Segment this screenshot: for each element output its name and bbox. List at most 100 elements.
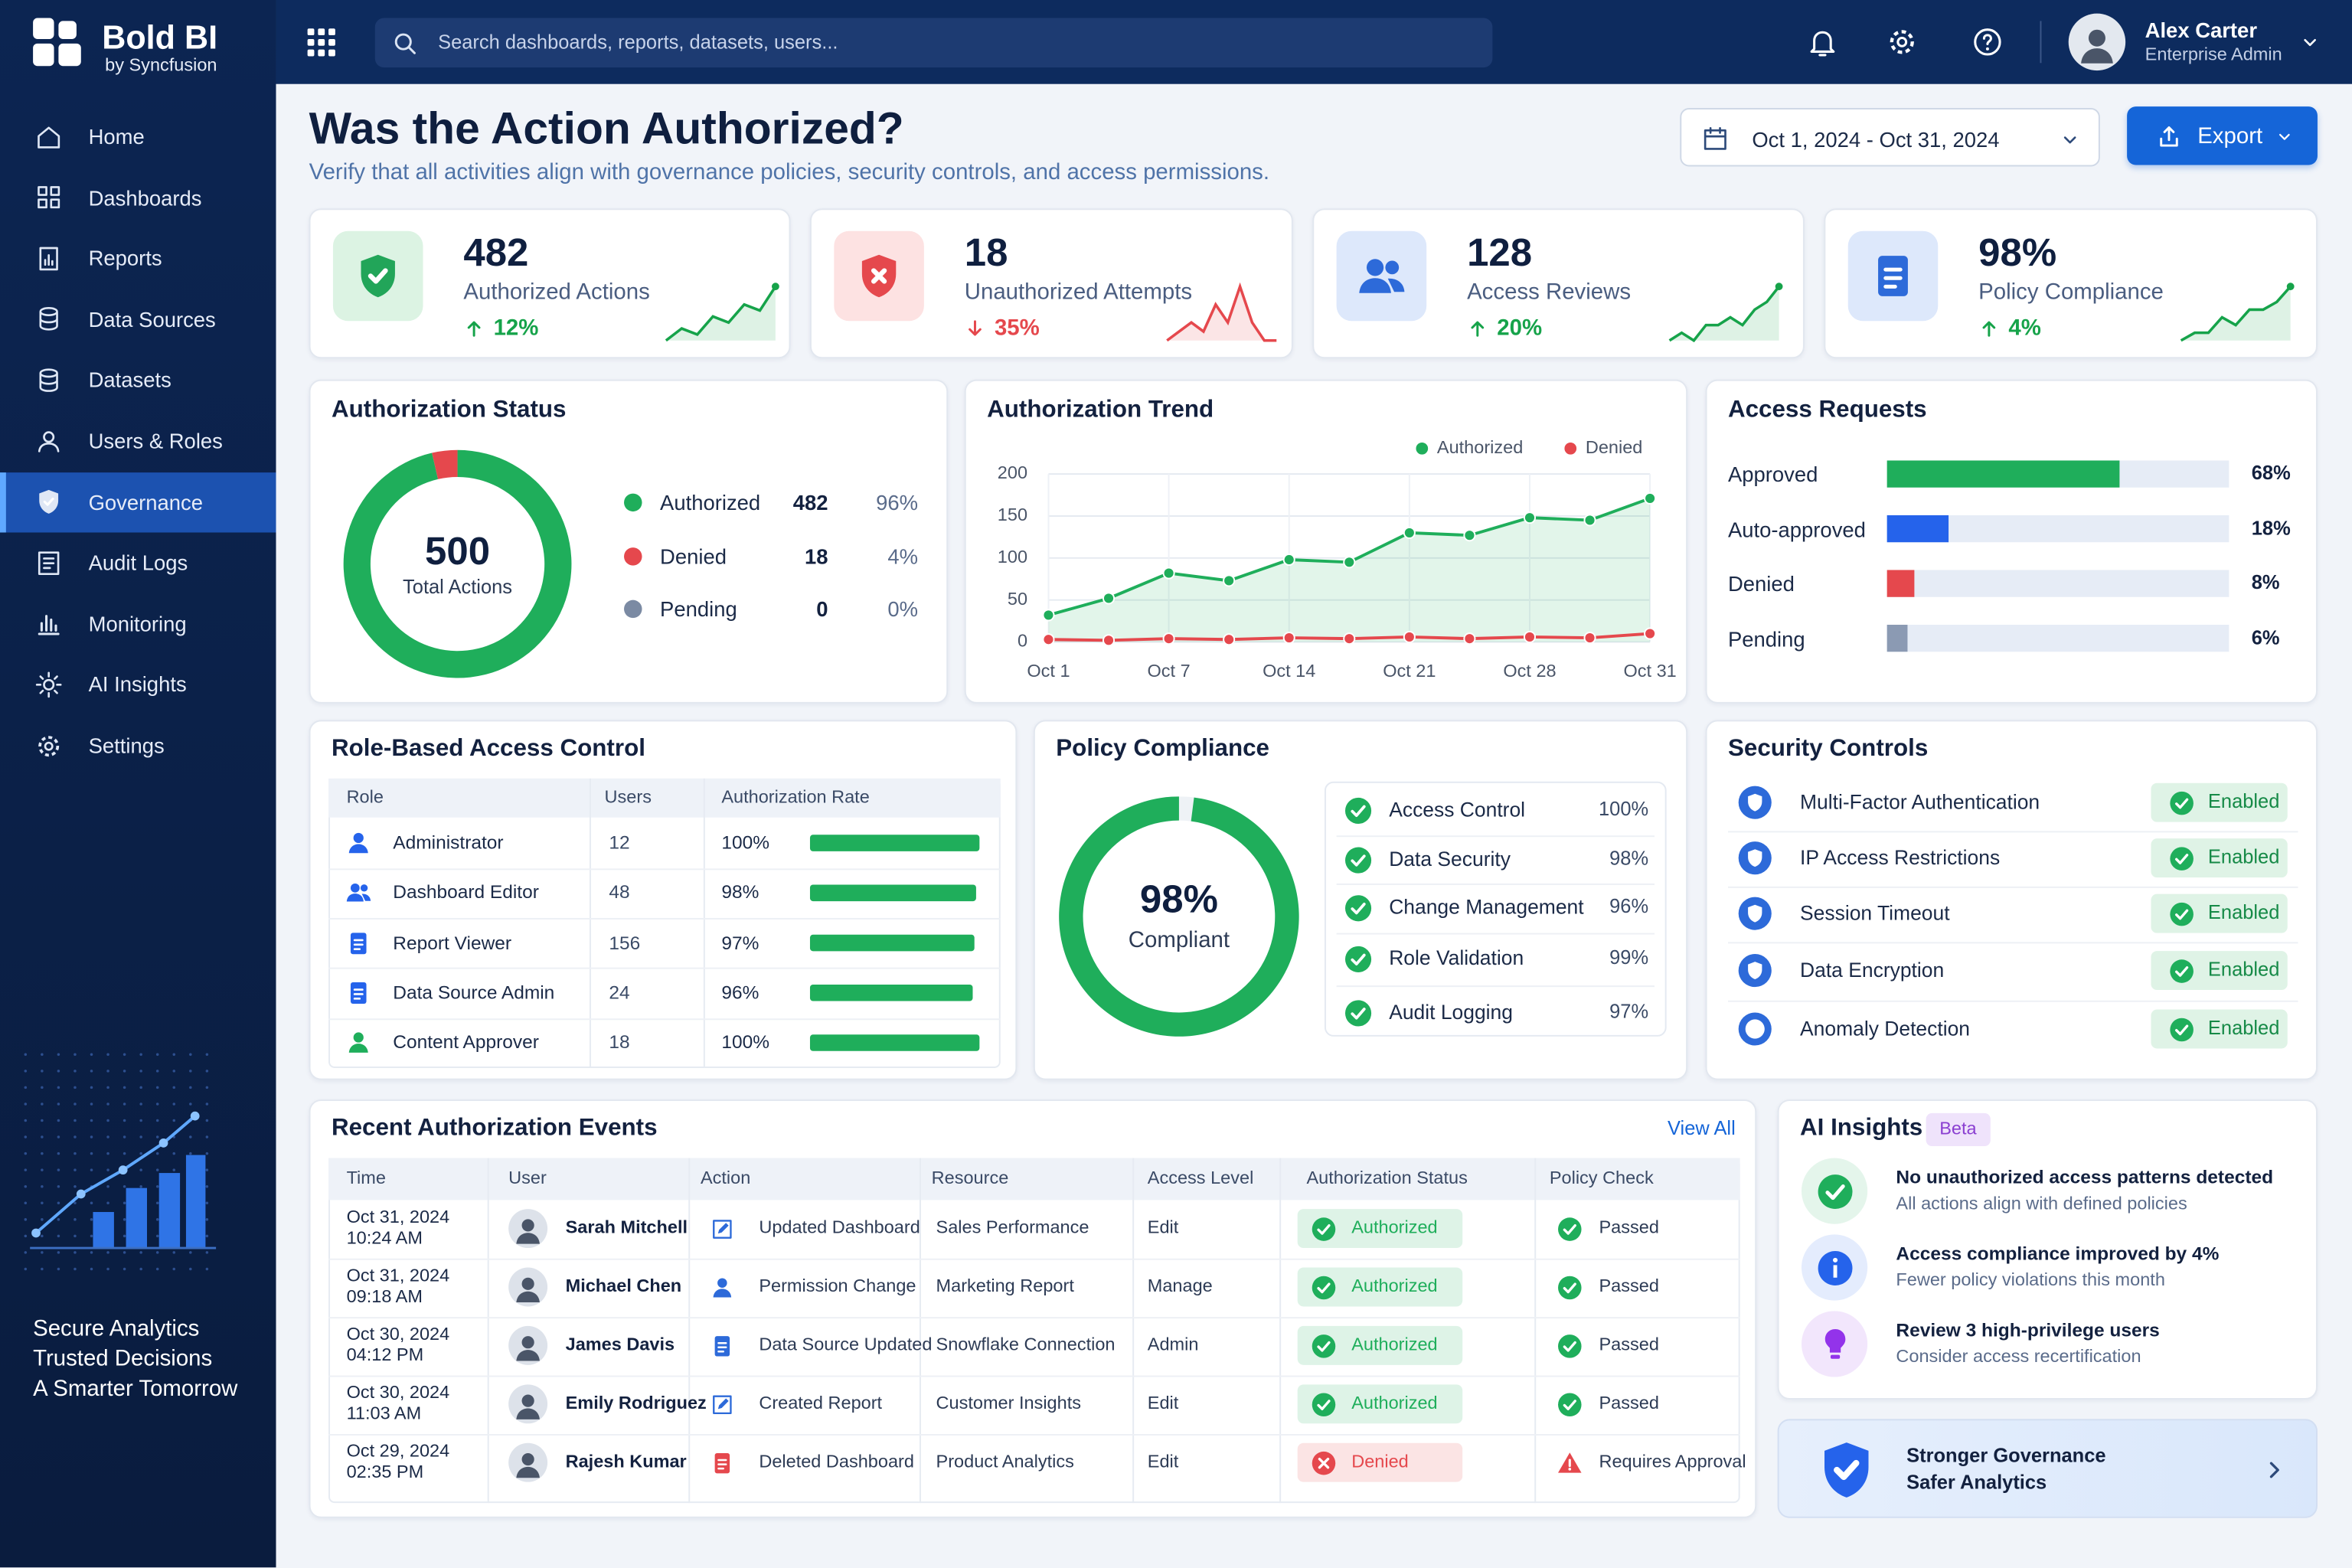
data-point — [1403, 526, 1416, 539]
column-header: Time — [346, 1167, 386, 1188]
help-button-part — [1974, 28, 2001, 56]
x-tick-label: Oct 21 — [1383, 660, 1436, 681]
nav-icon — [38, 247, 57, 270]
kpi-card: 18 Unauthorized Attempts 35% — [809, 208, 1293, 359]
gear-button-part — [1896, 37, 1908, 47]
apps-dot — [328, 49, 335, 57]
promo-dot — [139, 1070, 142, 1073]
export-button[interactable]: Export — [2127, 106, 2318, 165]
nav-item[interactable]: Monitoring — [0, 593, 276, 653]
status-icon — [2169, 901, 2193, 926]
policy-icon-part — [1562, 1223, 1576, 1234]
sparkline-end — [772, 283, 779, 291]
promo-dot — [57, 1251, 60, 1254]
status-icon-part — [1311, 1217, 1335, 1240]
nav-item[interactable]: Settings — [0, 716, 276, 776]
policy-name: Data Security — [1389, 848, 1511, 871]
nav-item[interactable]: AI Insights — [0, 655, 276, 714]
control-icon — [1748, 904, 1762, 923]
logo-block — [58, 43, 81, 67]
promo-point — [31, 1228, 41, 1238]
kpi-icon — [1878, 256, 1908, 296]
promo-dot — [205, 1251, 209, 1254]
role-name: Data Source Admin — [393, 982, 555, 1004]
promo-text: Trusted Decisions — [33, 1346, 213, 1372]
kpi-change: 4% — [2008, 315, 2041, 341]
apps-dot — [318, 49, 325, 57]
gear-button[interactable] — [1886, 25, 1919, 58]
user-avatar — [508, 1442, 548, 1482]
status-icon-part — [1311, 1334, 1335, 1357]
table-header — [328, 778, 1001, 818]
event-resource: Marketing Report — [936, 1275, 1074, 1296]
nav-item[interactable]: Datasets — [0, 350, 276, 410]
nav-item[interactable]: Governance — [0, 472, 276, 532]
bell-button[interactable] — [1806, 25, 1839, 58]
promo-dot — [74, 1218, 77, 1221]
search-icon — [394, 32, 416, 54]
promo-dot — [122, 1201, 126, 1205]
status-icon — [2169, 790, 2193, 815]
control-icon-part — [1750, 854, 1759, 861]
view-all-link[interactable]: View All — [1668, 1116, 1736, 1140]
promo-dot — [172, 1152, 176, 1155]
kpi-arrow-part — [1471, 321, 1485, 337]
insight-icon-part — [1817, 1174, 1852, 1209]
nav-item[interactable]: Data Sources — [0, 289, 276, 349]
column-header: Users — [604, 786, 652, 808]
insight-icon — [1817, 1174, 1852, 1209]
promo-dot — [41, 1053, 44, 1057]
nav-item[interactable]: Users & Roles — [0, 411, 276, 471]
nav-item[interactable]: Audit Logs — [0, 533, 276, 593]
role-icon — [348, 1032, 368, 1054]
column-header: Role — [346, 786, 384, 808]
recent-events-card: Recent Authorization Events View All Time U… — [309, 1099, 1757, 1518]
promo-dot — [41, 1184, 44, 1188]
promo-dot — [41, 1070, 44, 1073]
sparkline — [1668, 283, 1783, 343]
promo-dot — [24, 1184, 28, 1188]
legend-label: Denied — [660, 544, 727, 568]
nav-item[interactable]: Reports — [0, 228, 276, 288]
column-divider — [919, 1158, 921, 1504]
column-header: Action — [700, 1167, 751, 1188]
promo-dot — [189, 1251, 192, 1254]
event-user: Rajesh Kumar — [565, 1450, 687, 1472]
promo-dot — [90, 1119, 93, 1122]
insight-title: No unauthorized access patterns detected — [1896, 1166, 2274, 1188]
promo-dot — [122, 1218, 126, 1221]
status-pill: Denied — [1297, 1442, 1463, 1482]
kpi-label: Authorized Actions — [463, 279, 650, 305]
promo-dot — [41, 1218, 44, 1221]
card-title: Security Controls — [1727, 736, 1929, 762]
date-range-picker[interactable]: Oct 1, 2024 - Oct 31, 2024 — [1680, 108, 2100, 167]
y-tick-label: 0 — [1017, 630, 1028, 652]
row-divider — [1727, 942, 2298, 944]
status-icon — [2169, 846, 2193, 870]
role-icon-part — [353, 988, 364, 1000]
event-action: Deleted Dashboard — [759, 1450, 914, 1472]
kpi-card: 128 Access Reviews 20% — [1312, 208, 1805, 359]
avatar[interactable] — [2068, 13, 2126, 71]
promo-point — [158, 1138, 168, 1148]
promo-dot — [205, 1070, 209, 1073]
check-icon-part — [1350, 952, 1365, 965]
sidebar — [0, 0, 276, 1568]
export-icon — [2160, 126, 2178, 146]
control-icon-part — [1745, 1019, 1765, 1039]
search-box[interactable]: Search dashboards, reports, datasets, us… — [374, 18, 1493, 68]
policy-icon-part — [1562, 1399, 1576, 1410]
card-title: Authorization Status — [331, 397, 567, 423]
legend-label: Denied — [1585, 436, 1643, 458]
nav-item[interactable]: Home — [0, 106, 276, 166]
data-point — [1102, 634, 1116, 647]
avatar-figure-part — [521, 1336, 534, 1349]
column-divider — [688, 1158, 691, 1504]
policy-check: Passed — [1599, 1392, 1659, 1413]
policy-icon-part — [1557, 1217, 1581, 1240]
help-button[interactable] — [1971, 25, 2004, 58]
nav-item[interactable]: Dashboards — [0, 168, 276, 227]
role-rate: 96% — [721, 982, 760, 1004]
nav-label: Monitoring — [88, 611, 187, 636]
governance-banner[interactable]: Stronger Governance Safer Analytics — [1777, 1419, 2318, 1518]
